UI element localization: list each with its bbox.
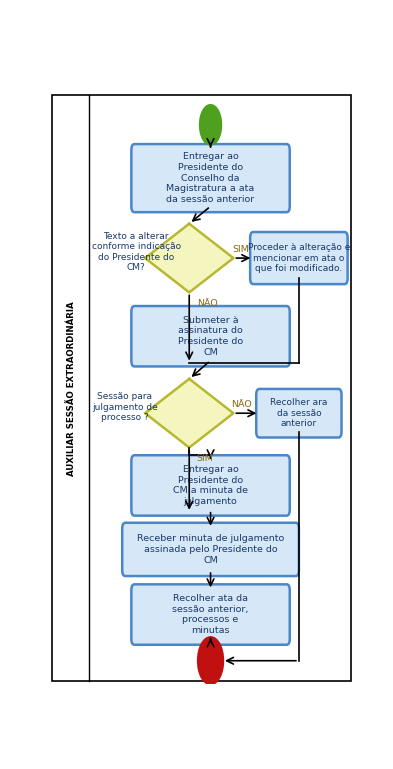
Text: NÃO: NÃO [231, 400, 252, 409]
Text: SIM: SIM [233, 245, 250, 254]
Polygon shape [145, 224, 233, 292]
Text: AUXILIAR SESSÃO EXTRAORDINÁRIA: AUXILIAR SESSÃO EXTRAORDINÁRIA [68, 301, 77, 476]
Text: NÃO: NÃO [197, 298, 218, 308]
Text: SIM: SIM [197, 454, 214, 463]
Text: Recolher ara
da sessão
anterior: Recolher ara da sessão anterior [270, 398, 327, 428]
FancyBboxPatch shape [131, 144, 290, 212]
Text: Entregar ao
Presidente do
CM a minuta de
julgamento: Entregar ao Presidente do CM a minuta de… [173, 464, 248, 506]
Polygon shape [145, 379, 233, 448]
FancyBboxPatch shape [131, 306, 290, 367]
FancyBboxPatch shape [131, 455, 290, 516]
Circle shape [201, 106, 220, 144]
Text: Recolher ata da
sessão anterior,
processos e
minutas: Recolher ata da sessão anterior, process… [173, 594, 249, 635]
Text: Receber minuta de julgamento
assinada pelo Presidente do
CM: Receber minuta de julgamento assinada pe… [137, 534, 284, 564]
Text: Texto a alterar
conforme indicação
do Presidente do
CM?: Texto a alterar conforme indicação do Pr… [92, 232, 181, 272]
Text: Submeter à
assinatura do
Presidente do
CM: Submeter à assinatura do Presidente do C… [178, 315, 243, 357]
FancyBboxPatch shape [122, 523, 299, 576]
Text: Sessão para
julgamento de
processo ?: Sessão para julgamento de processo ? [92, 392, 158, 422]
FancyBboxPatch shape [131, 584, 290, 644]
FancyBboxPatch shape [250, 232, 348, 284]
FancyBboxPatch shape [256, 389, 342, 438]
Circle shape [204, 648, 217, 673]
Circle shape [199, 638, 222, 683]
Text: Entregar ao
Presidente do
Conselho da
Magistratura a ata
da sessão anterior: Entregar ao Presidente do Conselho da Ma… [166, 152, 255, 204]
Text: Proceder à alteração e
mencionar em ata o
que foi modificado.: Proceder à alteração e mencionar em ata … [248, 243, 350, 273]
